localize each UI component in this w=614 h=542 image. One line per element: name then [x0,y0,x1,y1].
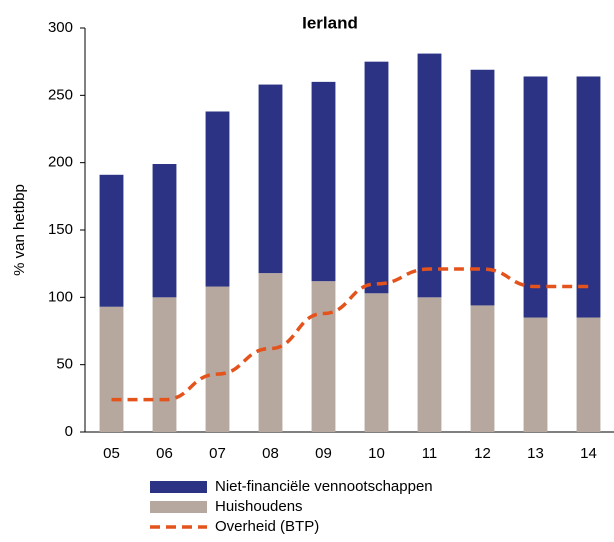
chart-title: Ierland [302,13,358,32]
bar [152,297,177,432]
bar [258,273,283,432]
bar [152,164,177,298]
y-tick-label: 100 [48,288,73,305]
bar [470,305,495,432]
bar [205,286,230,432]
x-tick-label: 08 [262,445,279,462]
bar [311,81,336,282]
bar [99,174,124,307]
bar [523,76,548,318]
y-tick-label: 150 [48,221,73,238]
x-tick-label: 09 [315,445,332,462]
y-tick-label: 50 [56,356,73,373]
x-tick-label: 14 [580,445,597,462]
bar [205,111,230,287]
line [111,267,589,402]
legend-label: Niet-financiële vennootschappen [215,478,433,495]
bar [364,61,389,294]
y-tick-label: 200 [48,154,73,171]
x-tick-label: 06 [156,445,173,462]
bar [576,76,601,318]
bar [523,317,548,432]
bar [417,53,442,298]
legend-swatch [150,481,207,493]
x-tick-label: 12 [474,445,491,462]
bar [364,293,389,432]
bar [311,281,336,432]
legend-swatch [150,501,207,513]
bar [258,84,283,274]
x-tick-label: 11 [422,445,438,462]
x-tick-label: 07 [209,445,226,462]
y-tick-label: 250 [48,86,73,103]
bar [99,306,124,432]
x-tick-label: 10 [368,445,385,462]
bar [470,69,495,306]
y-axis-label: % van hetbbp [11,184,28,276]
x-tick-label: 05 [103,445,120,462]
bar [576,317,601,432]
legend-label: Overheid (BTP) [215,518,319,535]
bar [417,297,442,432]
legend-label: Huishoudens [215,498,303,515]
x-tick-label: 13 [527,445,544,462]
y-tick-label: 0 [65,423,73,440]
y-tick-label: 300 [48,19,73,36]
